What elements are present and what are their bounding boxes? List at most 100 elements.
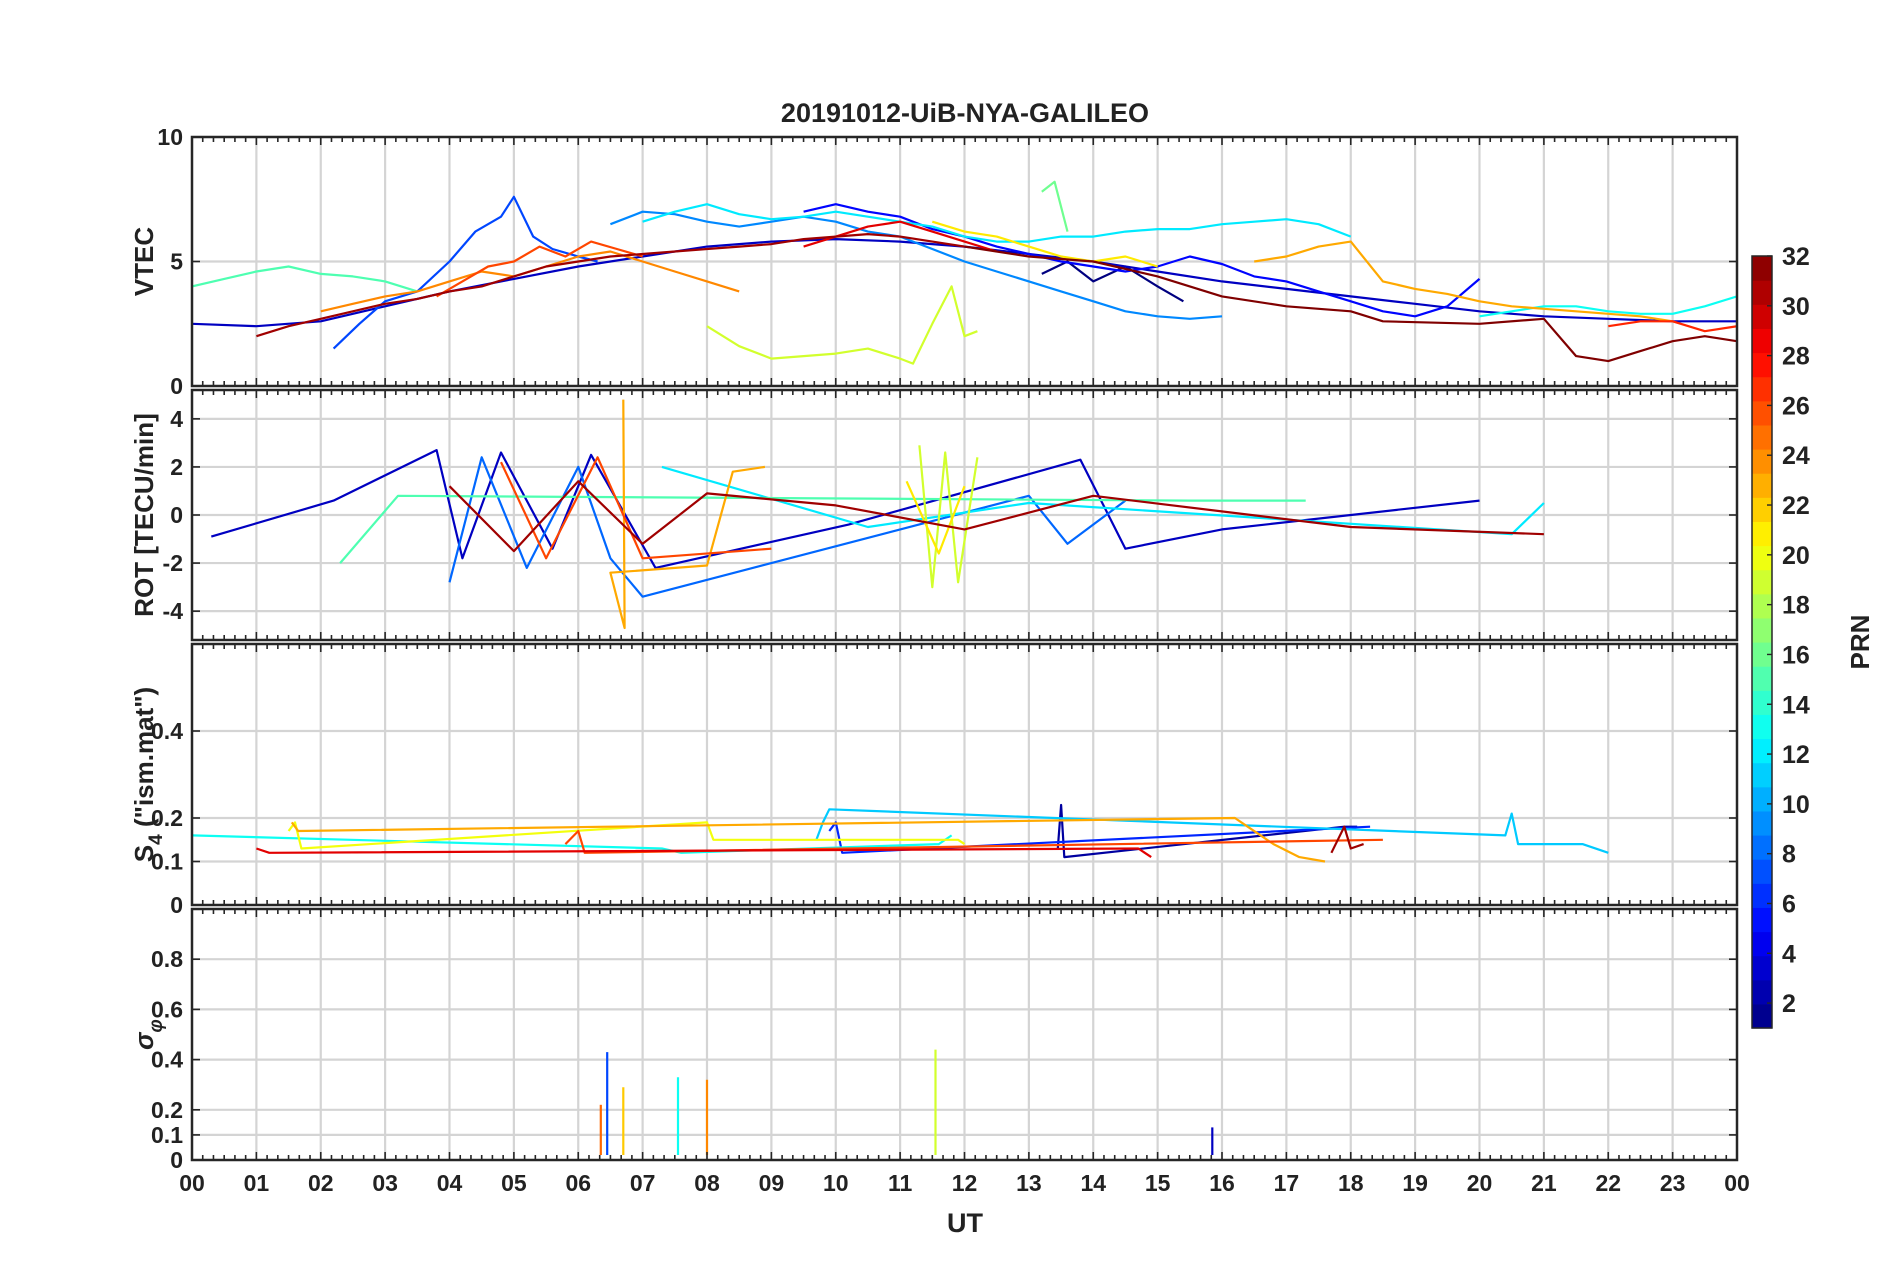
y-tick-label: -2 bbox=[163, 550, 183, 576]
x-tick-label: 15 bbox=[1145, 1170, 1171, 1196]
colorbar-tick-label: 14 bbox=[1782, 691, 1810, 719]
y-tick-label: 0.4 bbox=[151, 718, 183, 744]
y-tick-label: 0 bbox=[170, 373, 183, 399]
colorbar-segment bbox=[1752, 497, 1772, 522]
y-tick-label: -4 bbox=[163, 598, 184, 624]
colorbar-segment bbox=[1752, 304, 1772, 329]
chart-title: 20191012-UiB-NYA-GALILEO bbox=[781, 98, 1149, 128]
colorbar-tick-label: 8 bbox=[1782, 841, 1796, 869]
series-prn-7 bbox=[332, 195, 598, 350]
series-group bbox=[210, 399, 1545, 630]
series-prn-23 bbox=[1254, 240, 1673, 323]
series-group bbox=[599, 1049, 1214, 1155]
series-prn-32 bbox=[964, 245, 1737, 363]
x-tick-label: 11 bbox=[888, 1170, 913, 1196]
series-prn-19 bbox=[918, 445, 979, 589]
series-prn-26 bbox=[564, 829, 1383, 854]
colorbar-segment bbox=[1752, 473, 1772, 498]
colorbar-frame bbox=[1751, 255, 1773, 1029]
colorbar-segment bbox=[1752, 738, 1772, 764]
colorbar-tick-label: 18 bbox=[1782, 592, 1810, 620]
x-tick-label: 03 bbox=[372, 1170, 398, 1196]
colorbar-segment bbox=[1752, 280, 1772, 305]
x-tick-label: 00 bbox=[179, 1170, 205, 1196]
series-prn-16 bbox=[1041, 180, 1069, 232]
colorbar-segment bbox=[1752, 1003, 1772, 1029]
y-axis-label-sigma: σφ bbox=[129, 1019, 167, 1050]
colorbar-tick-label: 30 bbox=[1782, 293, 1810, 321]
x-tick-label: 22 bbox=[1595, 1170, 1621, 1196]
tick-marks bbox=[191, 909, 1738, 1161]
y-tick-label: 0.8 bbox=[151, 946, 183, 972]
colorbar-tick-label: 20 bbox=[1782, 542, 1810, 570]
panel-rot: -4 -2 0 2 4 ROT [TECU/min] bbox=[129, 388, 1739, 642]
x-tick-label: 08 bbox=[694, 1170, 720, 1196]
series-group bbox=[192, 180, 1737, 365]
series-prn-23 bbox=[290, 816, 1326, 863]
x-tick-label: 10 bbox=[823, 1170, 849, 1196]
y-axis-label-s4: S4 ("ism.mat") bbox=[129, 687, 167, 862]
series-prn-12 bbox=[661, 465, 1545, 536]
x-tick-label: 23 bbox=[1660, 1170, 1686, 1196]
series-prn-21 bbox=[905, 480, 966, 555]
colorbar-segment bbox=[1752, 593, 1772, 619]
colorbar-segment bbox=[1752, 883, 1772, 908]
colorbar-tick-label: 2 bbox=[1782, 990, 1796, 1018]
y-axis-label-vtec: VTEC bbox=[129, 227, 159, 297]
colorbar-segment bbox=[1752, 690, 1772, 715]
colorbar-segment bbox=[1752, 569, 1772, 595]
y-tick-label: 0.2 bbox=[151, 805, 183, 831]
colorbar-tick-label: 28 bbox=[1782, 343, 1810, 371]
x-tick-label: 07 bbox=[630, 1170, 656, 1196]
colorbar-segment bbox=[1752, 521, 1772, 547]
colorbar-segment bbox=[1752, 666, 1772, 691]
colorbar-segment bbox=[1752, 449, 1772, 474]
series-prn-26 bbox=[436, 240, 643, 298]
x-tick-label: 00 bbox=[1724, 1170, 1750, 1196]
y-axis-label-rot: ROT [TECU/min] bbox=[129, 413, 159, 617]
x-tick-label: 20 bbox=[1467, 1170, 1493, 1196]
colorbar-tick-label: 32 bbox=[1782, 243, 1810, 271]
series-prn-20 bbox=[287, 821, 966, 850]
series-prn-1 bbox=[1041, 260, 1184, 303]
series-prn-27 bbox=[1608, 320, 1737, 333]
colorbar-tick-label: 10 bbox=[1782, 791, 1810, 819]
x-tick-label: 05 bbox=[501, 1170, 527, 1196]
colorbar-segment bbox=[1752, 617, 1772, 643]
colorbar-segment bbox=[1752, 352, 1772, 378]
series-prn-31 bbox=[256, 233, 965, 338]
x-tick-label: 21 bbox=[1531, 1170, 1557, 1196]
colorbar-tick-label: 22 bbox=[1782, 492, 1810, 520]
series-prn-31 bbox=[448, 480, 1544, 553]
x-tick-label: 01 bbox=[244, 1170, 270, 1196]
panel-vtec: 0 5 10 VTEC bbox=[129, 124, 1739, 399]
y-tick-label: 0 bbox=[170, 502, 183, 528]
x-tick-label: 17 bbox=[1274, 1170, 1300, 1196]
tick-marks bbox=[191, 644, 1738, 906]
panel-s4: 0 0.1 0.2 0.4S4 ("ism.mat") bbox=[129, 642, 1739, 918]
colorbar-tick-label: 6 bbox=[1782, 890, 1796, 918]
colorbar-segment bbox=[1752, 376, 1772, 402]
panel-sigma: 00.10.2 0.4 0.6 0.8 σφ 00 01 02 03 04 05 06 07 08 09 10… bbox=[129, 907, 1750, 1196]
colorbar-segment bbox=[1752, 786, 1772, 812]
colorbar-segment bbox=[1752, 642, 1772, 667]
colorbar-segment bbox=[1752, 835, 1772, 860]
series-prn-13 bbox=[1479, 295, 1737, 318]
colorbar-segment bbox=[1752, 762, 1772, 788]
tick-marks bbox=[191, 390, 1738, 640]
y-tick-label: 0.4 bbox=[151, 1047, 183, 1073]
colorbar-segment bbox=[1752, 545, 1772, 571]
colorbar-segment bbox=[1752, 256, 1772, 281]
x-tick-label: 18 bbox=[1338, 1170, 1364, 1196]
series-prn-5 bbox=[803, 203, 1481, 318]
y-tick-label: 0.1 bbox=[151, 849, 183, 875]
colorbar-segment bbox=[1752, 931, 1772, 957]
x-tick-label: 06 bbox=[565, 1170, 591, 1196]
x-tick-label: 14 bbox=[1080, 1170, 1106, 1196]
colorbar-segment bbox=[1752, 859, 1772, 884]
x-tick-label: 04 bbox=[437, 1170, 463, 1196]
series-prn-12 bbox=[642, 203, 1352, 243]
x-tick-label: 12 bbox=[952, 1170, 978, 1196]
